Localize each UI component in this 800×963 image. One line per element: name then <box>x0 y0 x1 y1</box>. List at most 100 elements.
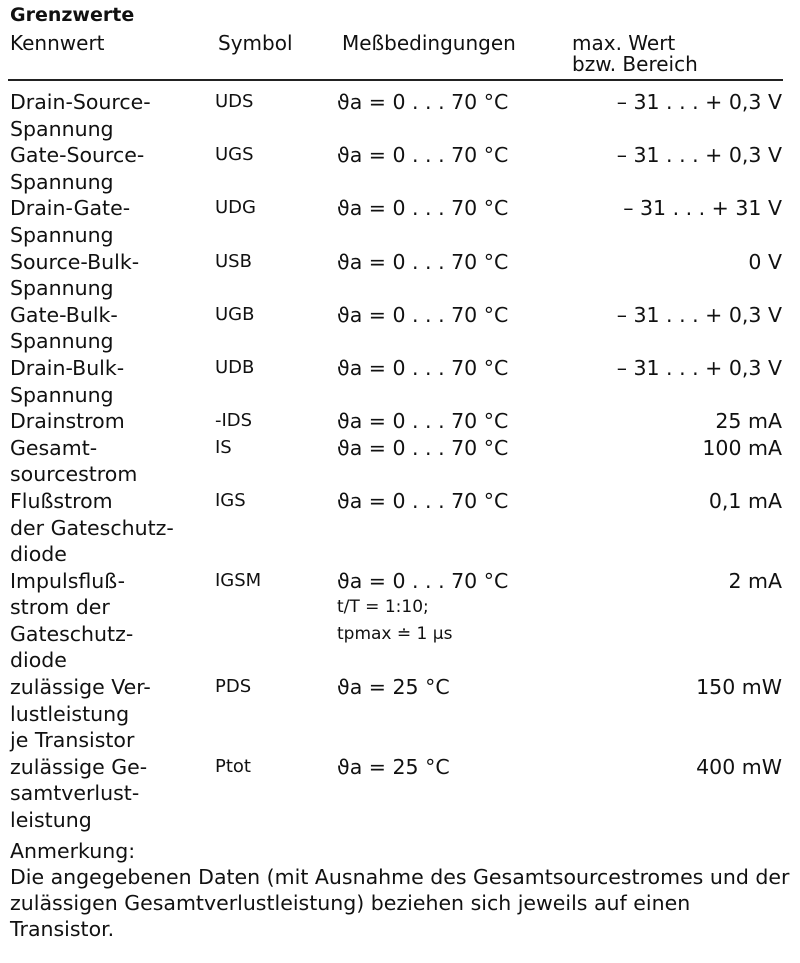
wert-cell: 0,1 mA <box>708 488 782 513</box>
kennwert-line: Spannung <box>10 169 114 194</box>
kennwert-line: Gate-Bulk- <box>10 302 118 327</box>
bedingungen-cell: ϑa = 0 . . . 70 °C <box>327 408 552 435</box>
bedingungen-cell: ϑa = 0 . . . 70 °C <box>327 195 552 248</box>
wert-cell: – 31 . . . + 0,3 V <box>616 355 782 380</box>
wert-cell: – 31 . . . + 0,3 V <box>616 302 782 327</box>
table-row: Gesamt-sourcestrom IS ϑa = 0 . . . 70 °C 10… <box>0 435 800 488</box>
bedingung-line: ϑa = 0 . . . 70 °C <box>337 435 509 460</box>
kennwert-line: Drain-Gate- <box>10 196 131 221</box>
wert-cell: 150 mW <box>696 675 782 700</box>
kennwert-cell: Drain-Bulk- Spannung <box>0 355 205 408</box>
kennwert-cell: Flußstrom der Gateschutz-diode <box>0 488 205 568</box>
limits-table: Drain-Source- Spannung UDS ϑa = 0 . . . 70 … <box>0 89 800 834</box>
bedingungen-cell: ϑa = 25 °C <box>327 754 552 834</box>
header-kennwert: Kennwert <box>10 31 105 55</box>
bedingungen-cell: ϑa = 0 . . . 70 °C <box>327 89 552 142</box>
bedingung-line: ϑa = 0 . . . 70 °C <box>337 196 509 221</box>
table-row: zulässige Ge-samtverlust-leistung Ptot ϑa … <box>0 754 800 834</box>
header-wert-line1: max. Wert <box>572 31 676 55</box>
symbol-cell: UDG <box>215 197 256 219</box>
wert-cell: 2 mA <box>728 568 782 593</box>
kennwert-cell: Gesamt-sourcestrom <box>0 435 205 488</box>
kennwert-cell: Impulsfluß-strom der Gateschutz-diode <box>0 568 205 674</box>
bedingungen-cell: ϑa = 0 . . . 70 °C <box>327 435 552 488</box>
kennwert-line: Gesamt- <box>10 435 98 460</box>
kennwert-line: je Transistor <box>10 728 135 753</box>
symbol-cell: PDS <box>215 676 252 698</box>
kennwert-line: Gateschutz- <box>10 621 134 646</box>
table-row: Drain-Gate- Spannung UDG ϑa = 0 . . . 70 °C… <box>0 195 800 248</box>
kennwert-line: samtverlust- <box>10 781 140 806</box>
table-row: Drain-Source- Spannung UDS ϑa = 0 . . . 70 … <box>0 89 800 142</box>
wert-cell: – 31 . . . + 0,3 V <box>616 90 782 114</box>
bedingung-line: ϑa = 0 . . . 70 °C <box>337 90 509 114</box>
bedingung-line: ϑa = 0 . . . 70 °C <box>337 568 509 593</box>
bedingung-line: ϑa = 0 . . . 70 °C <box>337 143 509 168</box>
kennwert-line: Spannung <box>10 382 114 407</box>
bedingung-line: ϑa = 0 . . . 70 °C <box>337 409 509 434</box>
kennwert-line: zulässige Ver- <box>10 675 151 700</box>
bedingung-line: tpmax ≐ 1 µs <box>337 623 453 644</box>
kennwert-line: Spannung <box>10 222 114 247</box>
note: Anmerkung: Die angegebenen Daten (mit Au… <box>10 838 790 942</box>
wert-cell: – 31 . . . + 31 V <box>623 196 782 221</box>
bedingungen-cell: ϑa = 0 . . . 70 °C <box>327 488 552 568</box>
table-row: Flußstrom der Gateschutz-diode IGS ϑa = 0 .… <box>0 488 800 568</box>
kennwert-cell: zulässige Ver-lustleistung je Transistor <box>0 674 205 754</box>
kennwert-line: Impulsfluß- <box>10 568 125 593</box>
header-wert: max. Wert bzw. Bereich <box>572 33 698 75</box>
kennwert-cell: Gate-Bulk- Spannung <box>0 302 205 355</box>
kennwert-line: strom der <box>10 595 110 620</box>
kennwert-line: Gate-Source- <box>10 143 145 168</box>
table-row: Source-Bulk- Spannung USB ϑa = 0 . . . 70 °… <box>0 249 800 302</box>
wert-cell: 400 mW <box>696 754 782 779</box>
bedingungen-cell: ϑa = 0 . . . 70 °C <box>327 355 552 408</box>
header-wert-line2: bzw. Bereich <box>572 52 698 76</box>
kennwert-cell: Drainstrom <box>0 408 205 435</box>
symbol-cell: IGSM <box>215 569 262 591</box>
bedingung-line: ϑa = 0 . . . 70 °C <box>337 355 509 380</box>
kennwert-line: Source-Bulk- <box>10 249 140 274</box>
bedingungen-cell: ϑa = 25 °C <box>327 674 552 754</box>
kennwert-line: Drain-Source- <box>10 90 151 114</box>
kennwert-line: zulässige Ge- <box>10 754 148 779</box>
bedingung-line: ϑa = 25 °C <box>337 675 450 700</box>
kennwert-line: Drainstrom <box>10 409 125 434</box>
kennwert-cell: zulässige Ge-samtverlust-leistung <box>0 754 205 834</box>
kennwert-line: sourcestrom <box>10 462 138 487</box>
bedingung-line: ϑa = 0 . . . 70 °C <box>337 488 509 513</box>
kennwert-line: diode <box>10 542 67 567</box>
note-label: Anmerkung: <box>10 839 136 863</box>
bedingungen-cell: ϑa = 0 . . . 70 °C <box>327 302 552 355</box>
wert-cell: 0 V <box>748 249 782 274</box>
kennwert-line: Spannung <box>10 116 114 141</box>
note-text: Die angegebenen Daten (mit Ausnahme des … <box>10 865 790 941</box>
symbol-cell: IGS <box>215 489 246 511</box>
table-row: Impulsfluß-strom der Gateschutz-diode IGSM… <box>0 568 800 674</box>
bedingungen-cell: ϑa = 0 . . . 70 °C t/T = 1:10; tpmax ≐ 1 µ… <box>327 568 552 674</box>
wert-cell: 25 mA <box>715 409 782 434</box>
symbol-cell: UGS <box>215 144 254 166</box>
kennwert-line: Spannung <box>10 329 114 354</box>
kennwert-cell: Drain-Source- Spannung <box>0 89 205 142</box>
bedingungen-cell: ϑa = 0 . . . 70 °C <box>327 142 552 195</box>
wert-cell: – 31 . . . + 0,3 V <box>616 143 782 168</box>
kennwert-cell: Source-Bulk- Spannung <box>0 249 205 302</box>
kennwert-line: der Gateschutz- <box>10 515 174 540</box>
symbol-cell: UDS <box>215 91 254 112</box>
header-symbol: Symbol <box>218 31 293 55</box>
kennwert-line: Spannung <box>10 276 114 301</box>
kennwert-line: diode <box>10 648 67 673</box>
kennwert-line: Flußstrom <box>10 488 113 513</box>
table-row: Drainstrom -IDS ϑa = 0 . . . 70 °C 25 mA <box>0 408 800 435</box>
kennwert-line: Drain-Bulk- <box>10 355 125 380</box>
bedingungen-cell: ϑa = 0 . . . 70 °C <box>327 249 552 302</box>
table-row: Drain-Bulk- Spannung UDB ϑa = 0 . . . 70 °C… <box>0 355 800 408</box>
symbol-cell: -IDS <box>215 410 253 432</box>
bedingung-line: t/T = 1:10; <box>337 597 429 618</box>
symbol-cell: IS <box>215 436 232 458</box>
kennwert-cell: Gate-Source- Spannung <box>0 142 205 195</box>
section-title: Grenzwerte <box>10 4 135 26</box>
symbol-cell: USB <box>215 250 252 272</box>
wert-cell: 100 mA <box>702 435 782 460</box>
